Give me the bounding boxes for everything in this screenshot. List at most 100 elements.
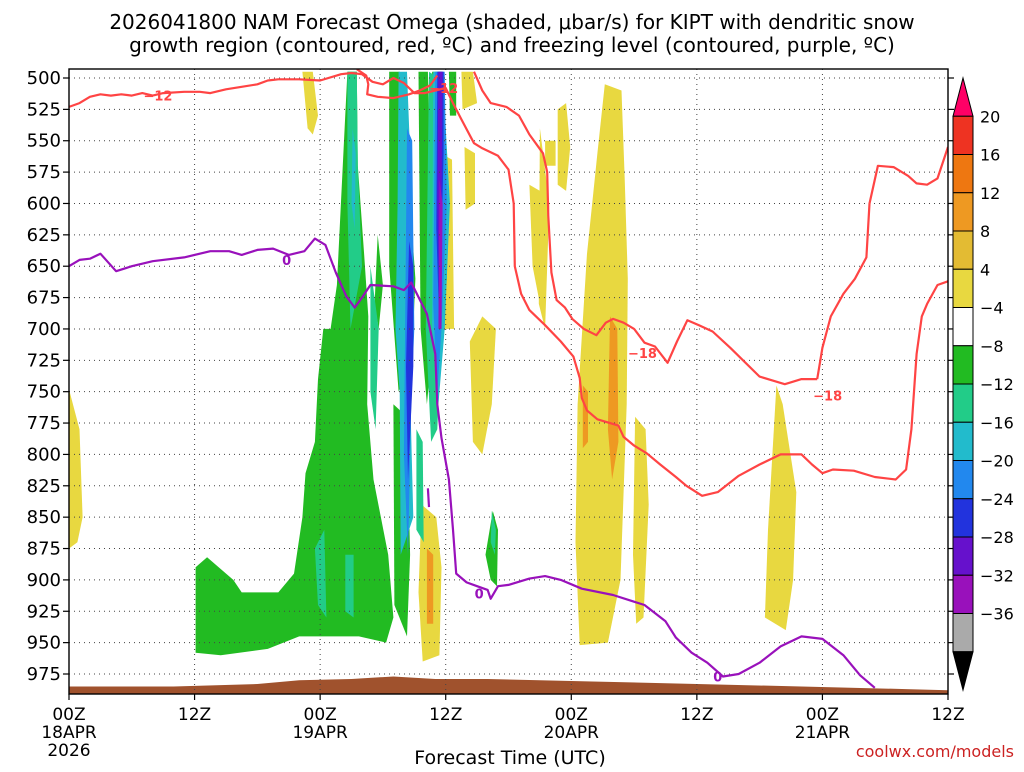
dgz-contour-2 — [356, 69, 439, 100]
omega-region-yellow-13 — [764, 385, 797, 631]
omega-region-yellow-4 — [538, 128, 550, 329]
terrain-fill — [69, 676, 948, 694]
omega-region-yellow-10 — [557, 103, 571, 191]
omega-region-yellow-7 — [464, 147, 475, 210]
chart-title-line1: 2026041800 NAM Forecast Omega (shaded, μ… — [109, 10, 914, 34]
x-tick-label-72: 00Z — [806, 705, 839, 725]
omega-region-yellow-6 — [545, 140, 556, 166]
omega-region-teal-31 — [416, 429, 424, 543]
y-tick-label-550: 550 — [27, 131, 61, 152]
colorbar-band-13 — [952, 574, 974, 614]
y-tick-label-525: 525 — [27, 99, 61, 120]
colorbar-label-12: −32 — [980, 566, 1014, 585]
contour-label-2: −18 — [628, 347, 657, 362]
y-tick-label-700: 700 — [27, 319, 61, 340]
omega-region-yellow-5 — [469, 316, 496, 455]
omega-region-orange-16 — [582, 385, 588, 449]
omega-region-teal-32 — [345, 554, 354, 618]
y-tick-label-800: 800 — [27, 444, 61, 465]
contour-label-6: 0 — [475, 588, 484, 603]
omega-region-green-18 — [195, 71, 394, 656]
y-tick-label-975: 975 — [27, 664, 61, 685]
colorbar-band-1 — [952, 115, 974, 155]
y-tick-label-500: 500 — [27, 68, 61, 89]
x-tick-label-24: 00Z — [304, 705, 337, 725]
y-tick-label-650: 650 — [27, 256, 61, 277]
colorbar-top-arrow — [952, 76, 974, 117]
colorbar-label-8: −16 — [980, 413, 1014, 432]
x-tick-date-24: 19APR — [292, 723, 348, 743]
colorbar-band-5 — [952, 268, 974, 308]
contour-lines: −12 −12 −18 −18 0 0 0 — [69, 69, 948, 689]
colorbar-label-5: −4 — [980, 299, 1004, 318]
colorbar-label-9: −20 — [980, 452, 1014, 471]
contour-label-0: −12 — [143, 90, 172, 105]
y-tick-label-875: 875 — [27, 539, 61, 560]
omega-region-yellow-12 — [633, 416, 649, 624]
omega-region-teal-33 — [490, 510, 496, 555]
colorbar-band-11 — [952, 498, 974, 538]
colorbar-band-10 — [952, 460, 974, 500]
x-tick-label-36: 12Z — [429, 705, 462, 725]
colorbar-band-4 — [952, 230, 974, 270]
y-tick-label-900: 900 — [27, 570, 61, 591]
colorbar: 20 16 12 8 4 −4 −8 −12 −16 −20 −24 −28 −32 −36 — [952, 76, 1014, 692]
omega-region-teal-28 — [370, 266, 379, 430]
terrain-polygon — [69, 676, 948, 694]
colorbar-label-0: 20 — [980, 107, 1000, 126]
omega-region-orange-17 — [426, 548, 434, 624]
colorbar-band-6 — [952, 307, 974, 347]
dgz-contour-0 — [69, 71, 948, 497]
omega-region-yellow-0 — [69, 389, 83, 549]
colorbar-band-8 — [952, 383, 974, 423]
site-credit: coolwx.com/models — [856, 742, 1014, 761]
y-axis-ticks: 500 525 550 575 600 625 650 675 700 725 750 775 800 8… — [27, 68, 954, 685]
x-axis-label: Forecast Time (UTC) — [414, 747, 605, 768]
omega-region-yellow-11 — [575, 84, 628, 646]
colorbar-band-12 — [952, 536, 974, 576]
y-tick-label-825: 825 — [27, 476, 61, 497]
contour-label-7: 0 — [713, 671, 722, 686]
x-tick-label-12: 12Z — [178, 705, 211, 725]
plot-frame — [68, 68, 949, 695]
omega-region-teal-30 — [314, 529, 327, 618]
y-tick-label-950: 950 — [27, 633, 61, 654]
x-tick-label-0: 00Z — [52, 705, 85, 725]
freezing-contour-5 — [69, 237, 876, 689]
omega-region-yellow-1 — [302, 71, 318, 135]
omega-region-purple-42 — [438, 178, 443, 329]
omega-shading — [69, 71, 797, 662]
y-tick-label-675: 675 — [27, 288, 61, 309]
colorbar-label-11: −28 — [980, 528, 1014, 547]
contour-label-1: −12 — [429, 82, 458, 97]
y-tick-label-725: 725 — [27, 350, 61, 371]
y-tick-label-575: 575 — [27, 162, 61, 183]
omega-region-green-19 — [374, 234, 383, 329]
gridlines — [69, 69, 948, 694]
x-tick-label-84: 12Z — [931, 705, 964, 725]
y-tick-label-850: 850 — [27, 507, 61, 528]
colorbar-band-14 — [952, 613, 974, 653]
colorbar-label-1: 16 — [980, 146, 1000, 165]
dgz-contour-4 — [816, 146, 948, 380]
omega-region-orange-15 — [607, 316, 619, 480]
omega-region-yellow-2 — [461, 71, 478, 110]
colorbar-label-13: −36 — [980, 605, 1014, 624]
y-tick-label-600: 600 — [27, 193, 61, 214]
colorbar-label-3: 8 — [980, 222, 990, 241]
x-tick-label-60: 12Z — [680, 705, 713, 725]
colorbar-band-3 — [952, 192, 974, 232]
y-tick-label-625: 625 — [27, 225, 61, 246]
chart-title-line2: growth region (contoured, red, ºC) and f… — [129, 33, 895, 57]
y-tick-label-925: 925 — [27, 601, 61, 622]
x-tick-date-48: 20APR — [544, 723, 600, 743]
dgz-contour-3 — [472, 71, 818, 386]
colorbar-label-4: 4 — [980, 260, 990, 279]
contour-label-5: 0 — [282, 254, 291, 269]
colorbar-bottom-arrow — [952, 651, 974, 692]
x-tick-label-48: 00Z — [555, 705, 588, 725]
x-tick-year-0: 2026 — [47, 741, 90, 761]
colorbar-band-7 — [952, 345, 974, 385]
